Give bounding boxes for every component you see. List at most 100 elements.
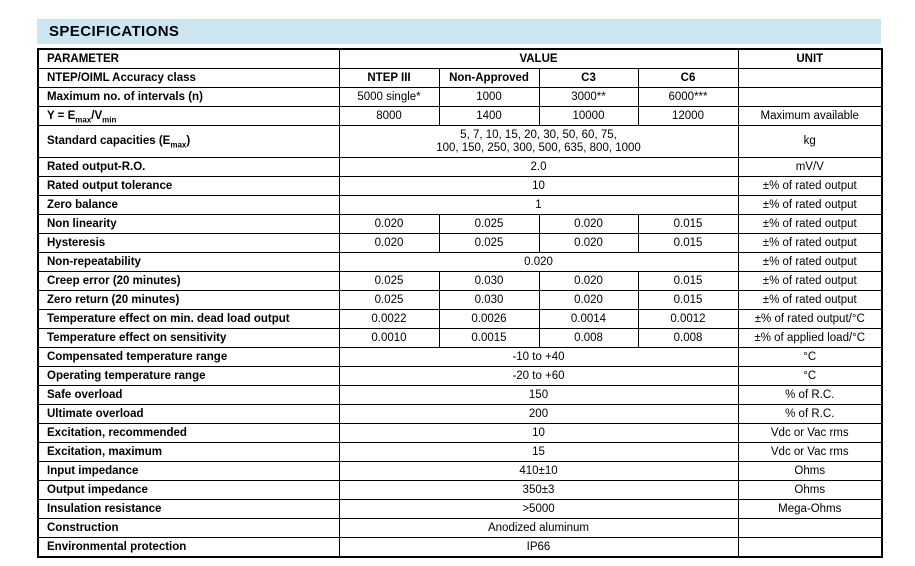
value-cell: 0.0010 [338, 328, 440, 348]
parameter-cell: Operating temperature range [37, 366, 340, 386]
table-row: Temperature effect on min. dead load out… [37, 309, 883, 329]
table-row: Environmental protection IP66 [37, 537, 883, 558]
parameter-cell: Hysteresis [37, 233, 340, 253]
value-cell: 0.025 [438, 233, 540, 253]
value-cell-span: IP66 [338, 537, 739, 558]
parameter-cell: Excitation, maximum [37, 442, 340, 462]
value-cell-span: >5000 [338, 499, 739, 519]
value-cell-span: 200 [338, 404, 739, 424]
parameter-cell: Input impedance [37, 461, 340, 481]
value-cell: 0.0015 [438, 328, 540, 348]
unit-cell [737, 87, 883, 107]
table-row: Non linearity 0.020 0.025 0.020 0.015 ±% of r… [37, 214, 883, 234]
parameter-cell: Standard capacities (Emax) [37, 125, 340, 158]
parameter-cell: Non linearity [37, 214, 340, 234]
parameter-cell: Ultimate overload [37, 404, 340, 424]
value-cell: 0.0012 [637, 309, 739, 329]
parameter-cell: Output impedance [37, 480, 340, 500]
table-row: Operating temperature range -20 to +60 °C [37, 366, 883, 386]
unit-cell: Ohms [737, 480, 883, 500]
value-cell-span: 10 [338, 176, 739, 196]
value-cell: 0.0022 [338, 309, 440, 329]
parameter-cell: Temperature effect on min. dead load out… [37, 309, 340, 329]
table-row: Excitation, maximum 15 Vdc or Vac rms [37, 442, 883, 462]
parameter-cell: Rated output tolerance [37, 176, 340, 196]
unit-cell: ±% of rated output [737, 290, 883, 310]
column-header-parameter: PARAMETER [37, 48, 340, 69]
parameter-cell: Safe overload [37, 385, 340, 405]
value-cell: 0.030 [438, 290, 540, 310]
unit-cell: ±% of rated output [737, 252, 883, 272]
parameter-cell: Zero balance [37, 195, 340, 215]
subheader-unit-empty [737, 68, 883, 88]
value-cell: 1000 [438, 87, 540, 107]
parameter-cell: Insulation resistance [37, 499, 340, 519]
value-cell: 0.025 [338, 290, 440, 310]
subheader-class-non-approved: Non-Approved [438, 68, 540, 88]
table-row: Non-repeatability 0.020 ±% of rated output [37, 252, 883, 272]
section-title: SPECIFICATIONS [49, 23, 180, 40]
unit-cell: °C [737, 366, 883, 386]
value-cell-span: Anodized aluminum [338, 518, 739, 538]
table-row: Zero return (20 minutes) 0.025 0.030 0.020 0… [37, 290, 883, 310]
value-cell: 0.020 [338, 214, 440, 234]
subheader-class-ntep-iii: NTEP III [338, 68, 440, 88]
value-cell-span: 10 [338, 423, 739, 443]
value-cell: 0.0026 [438, 309, 540, 329]
value-cell-span: -10 to +40 [338, 347, 739, 367]
value-cell: 1400 [438, 106, 540, 126]
table-row: Construction Anodized aluminum [37, 518, 883, 538]
unit-cell: Ohms [737, 461, 883, 481]
subheader-class-c6: C6 [637, 68, 739, 88]
unit-cell: kg [737, 125, 883, 158]
unit-cell: ±% of rated output [737, 271, 883, 291]
subheader-class-c3: C3 [538, 68, 639, 88]
unit-cell: °C [737, 347, 883, 367]
value-cell-span: 350±3 [338, 480, 739, 500]
table-row: Maximum no. of intervals (n) 5000 single*… [37, 87, 883, 107]
subheader-parameter: NTEP/OIML Accuracy class [37, 68, 340, 88]
column-header-unit: UNIT [737, 48, 883, 69]
value-cell-span: 1 [338, 195, 739, 215]
table-row: Rated output tolerance 10 ±% of rated outp… [37, 176, 883, 196]
value-cell: 0.015 [637, 233, 739, 253]
value-cell-span: 5, 7, 10, 15, 20, 30, 50, 60, 75, 100, 1… [338, 125, 739, 158]
unit-cell [737, 537, 883, 558]
parameter-cell: Construction [37, 518, 340, 538]
table-header-row: PARAMETER VALUE UNIT [37, 48, 883, 69]
value-cell: 0.020 [538, 214, 639, 234]
value-cell: 0.008 [637, 328, 739, 348]
value-cell: 0.020 [538, 290, 639, 310]
table-row: Insulation resistance >5000 Mega-Ohms [37, 499, 883, 519]
column-header-value: VALUE [338, 48, 739, 69]
unit-cell: ±% of rated output/°C [737, 309, 883, 329]
unit-cell: Vdc or Vac rms [737, 423, 883, 443]
parameter-cell: Zero return (20 minutes) [37, 290, 340, 310]
value-cell: 0.015 [637, 214, 739, 234]
value-cell-span: -20 to +60 [338, 366, 739, 386]
value-cell: 0.020 [538, 271, 639, 291]
table-row: Rated output-R.O. 2.0 mV/V [37, 157, 883, 177]
unit-cell: % of R.C. [737, 404, 883, 424]
unit-cell: ±% of rated output [737, 233, 883, 253]
value-cell: 0.020 [538, 233, 639, 253]
table-row: Input impedance 410±10 Ohms [37, 461, 883, 481]
unit-cell: mV/V [737, 157, 883, 177]
parameter-cell: Non-repeatability [37, 252, 340, 272]
value-cell: 0.030 [438, 271, 540, 291]
table-row: Hysteresis 0.020 0.025 0.020 0.015 ±% of rate… [37, 233, 883, 253]
table-row: Compensated temperature range -10 to +40 °… [37, 347, 883, 367]
unit-cell: Vdc or Vac rms [737, 442, 883, 462]
table-body: Maximum no. of intervals (n) 5000 single*… [37, 87, 883, 558]
parameter-cell: Environmental protection [37, 537, 340, 558]
table-row: Creep error (20 minutes) 0.025 0.030 0.020 0… [37, 271, 883, 291]
parameter-cell: Creep error (20 minutes) [37, 271, 340, 291]
table-row: Y = Emax/Vmin 8000 1400 10000 12000 Maximum a… [37, 106, 883, 126]
table-head: PARAMETER VALUE UNIT NTEP/OIML Accuracy … [37, 48, 883, 88]
specifications-table: PARAMETER VALUE UNIT NTEP/OIML Accuracy … [37, 48, 883, 558]
value-cell-span: 150 [338, 385, 739, 405]
table-row: Excitation, recommended 10 Vdc or Vac rms [37, 423, 883, 443]
section-header: SPECIFICATIONS [37, 19, 881, 44]
parameter-cell: Rated output-R.O. [37, 157, 340, 177]
